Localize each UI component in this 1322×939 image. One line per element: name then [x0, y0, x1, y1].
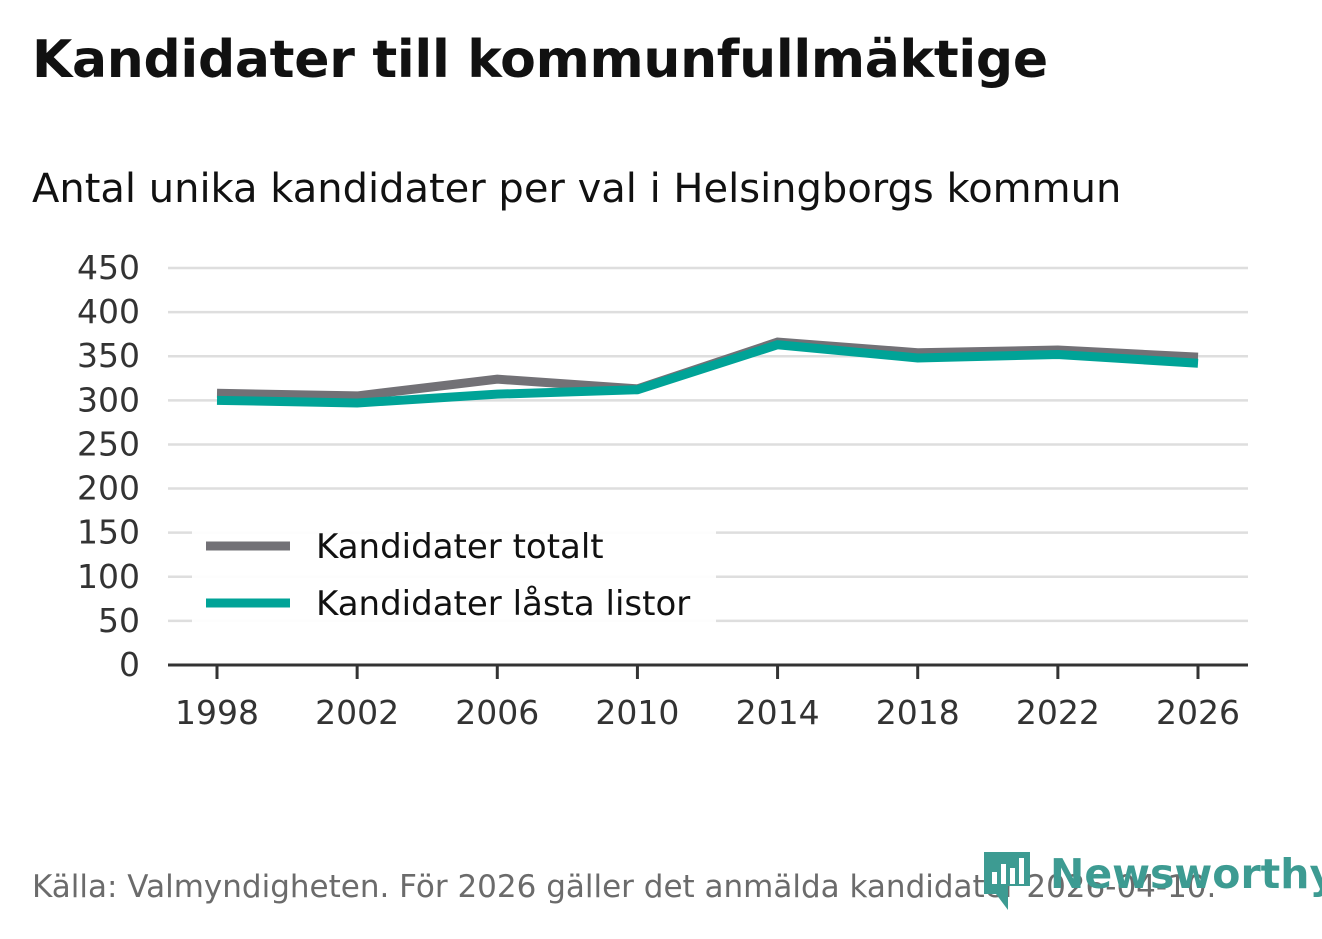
series-kandidater-lasta-listor	[216, 340, 1199, 408]
x-tick-label: 2026	[1156, 693, 1240, 732]
x-tick-label: 1998	[175, 693, 259, 732]
chart-subtitle: Antal unika kandidater per val i Helsing…	[32, 166, 1122, 212]
y-tick-label: 150	[77, 513, 140, 552]
y-axis-ticks: 0 50 100 150 200 250 300 350 400 450	[77, 248, 140, 684]
legend-label: Kandidater totalt	[316, 527, 604, 567]
x-tick-label: 2022	[1016, 693, 1100, 732]
y-tick-label: 0	[119, 645, 140, 684]
series-lines	[216, 337, 1199, 408]
x-tick-label: 2014	[736, 693, 820, 732]
legend-label: Kandidater låsta listor	[316, 584, 690, 624]
y-tick-label: 50	[98, 601, 140, 640]
y-tick-label: 100	[77, 557, 140, 596]
x-tick-label: 2010	[595, 693, 679, 732]
newsworthy-logo: Newsworthy	[982, 846, 1322, 916]
y-tick-label: 450	[77, 248, 140, 287]
series-line	[216, 340, 1199, 408]
y-tick-label: 200	[77, 469, 140, 508]
y-tick-label: 400	[77, 292, 140, 331]
y-tick-label: 350	[77, 336, 140, 375]
y-tick-label: 300	[77, 380, 140, 419]
newsworthy-logo-text: Newsworthy	[1050, 850, 1322, 898]
newsworthy-logo-icon	[984, 852, 1030, 910]
legend: Kandidater totalt Kandidater låsta listor	[192, 520, 716, 624]
x-axis: 1998 2002 2006 2010 2014 2018 2022 2026	[168, 663, 1248, 732]
x-tick-label: 2018	[876, 693, 960, 732]
x-tick-label: 2002	[315, 693, 399, 732]
y-tick-label: 250	[77, 424, 140, 463]
chart-title: Kandidater till kommunfullmäktige	[32, 30, 1048, 90]
x-tick-label: 2006	[455, 693, 539, 732]
